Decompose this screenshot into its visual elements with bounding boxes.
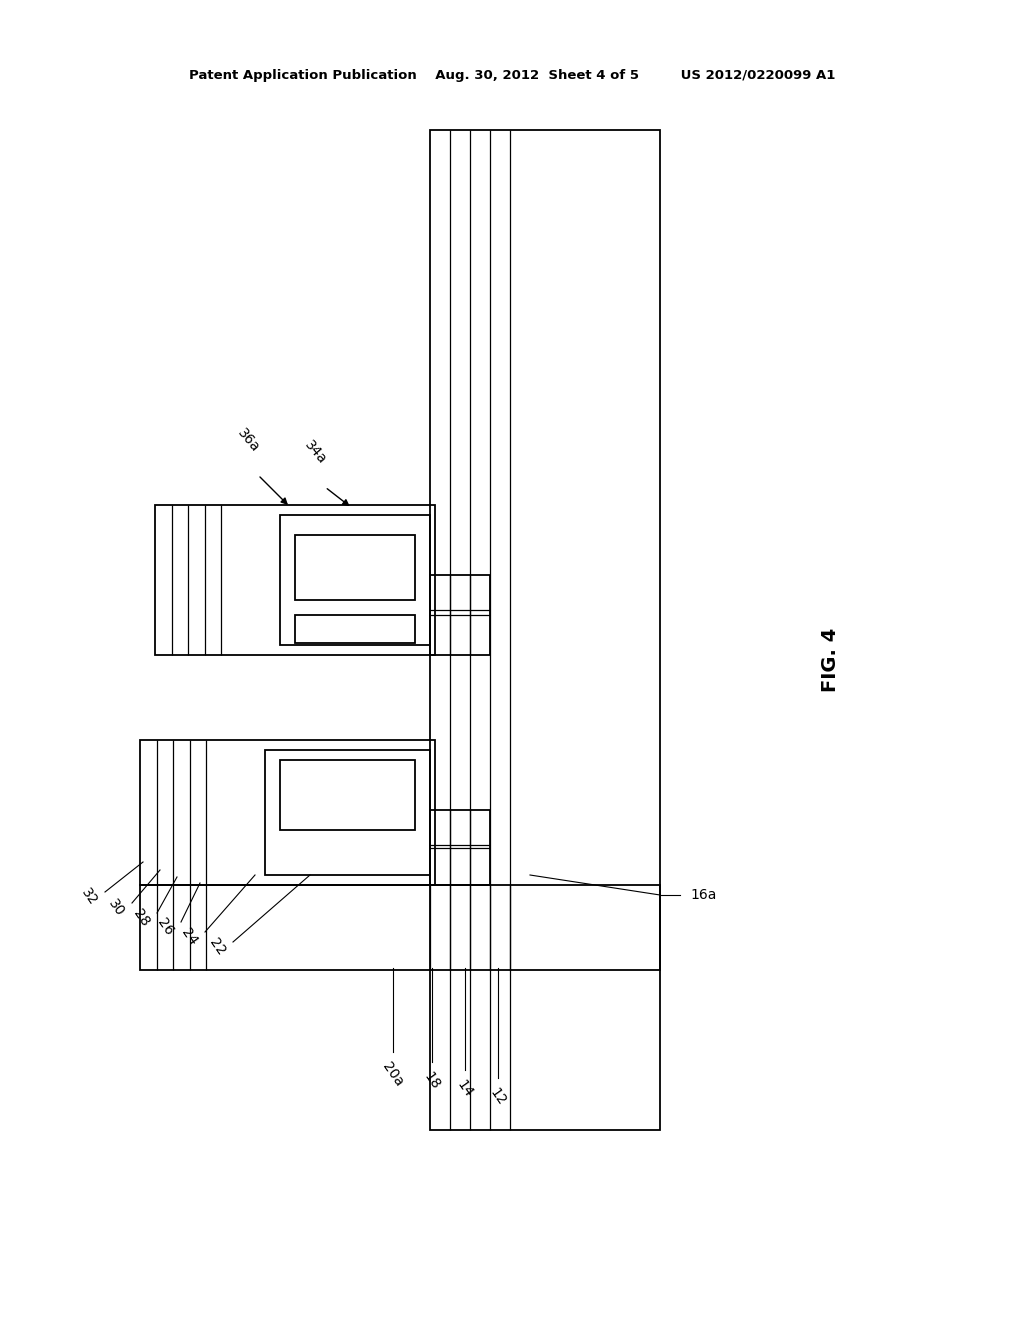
Text: 16a: 16a: [690, 888, 717, 902]
Bar: [430, 129, 660, 1130]
Text: 22: 22: [207, 936, 228, 958]
Text: Patent Application Publication    Aug. 30, 2012  Sheet 4 of 5         US 2012/02: Patent Application Publication Aug. 30, …: [188, 69, 836, 82]
Bar: [265, 750, 430, 875]
Text: 24: 24: [178, 925, 200, 948]
Bar: [295, 615, 415, 643]
Text: 36a: 36a: [234, 426, 262, 455]
Text: 12: 12: [487, 1086, 509, 1109]
Bar: [295, 535, 415, 601]
Bar: [155, 506, 435, 655]
Bar: [430, 576, 490, 655]
Text: 26: 26: [155, 916, 176, 939]
Bar: [430, 810, 490, 884]
Bar: [140, 741, 435, 884]
Text: 32: 32: [79, 886, 100, 908]
Text: 18: 18: [421, 1071, 442, 1093]
Text: 20a: 20a: [380, 1060, 407, 1089]
Text: 34a: 34a: [301, 438, 329, 467]
Text: 30: 30: [105, 896, 127, 919]
Text: FIG. 4: FIG. 4: [820, 628, 840, 692]
Bar: [280, 515, 430, 645]
Bar: [280, 760, 415, 830]
Text: 28: 28: [130, 907, 152, 929]
Bar: [140, 884, 660, 970]
Text: 14: 14: [455, 1078, 476, 1101]
